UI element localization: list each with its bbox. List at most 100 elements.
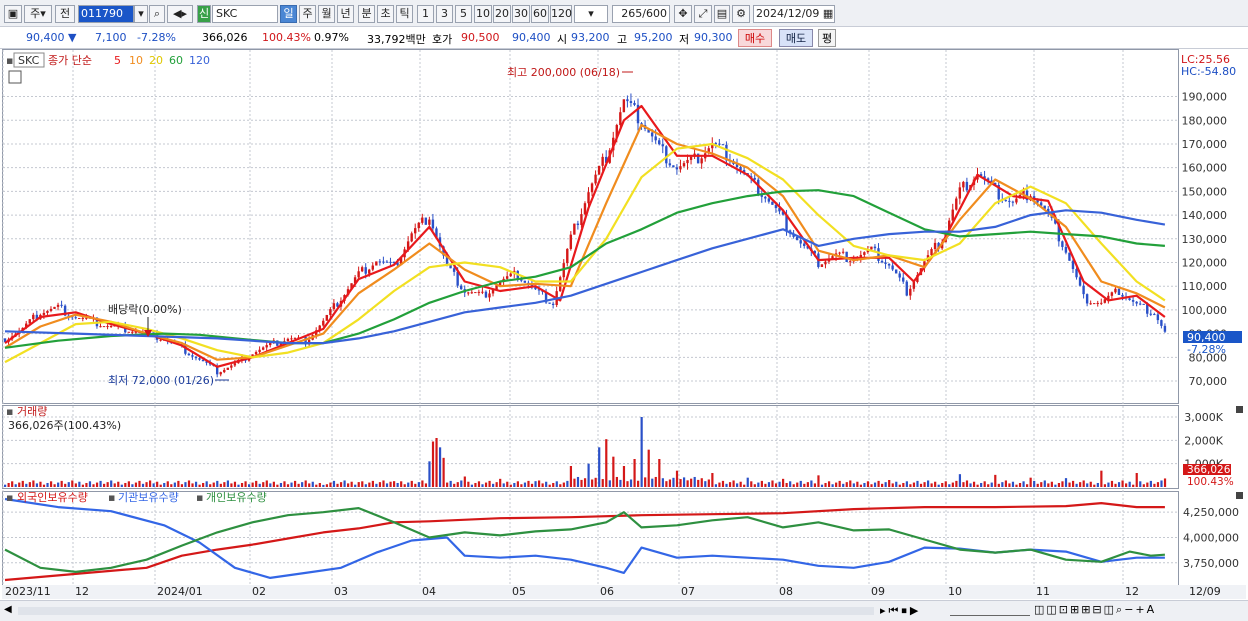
volume-bar [1054,484,1057,487]
interval-5[interactable]: 5 [455,5,472,23]
volume-bar [453,483,456,487]
interval-3[interactable]: 3 [436,5,453,23]
volume-bar [297,483,300,487]
x-tick-label: 04 [422,585,436,598]
candle-body [226,367,229,370]
volume-bar [1089,481,1092,487]
scroll-left-icon[interactable]: ◀ [4,604,12,615]
prev-button[interactable]: 전 [55,5,75,23]
candle-body [831,256,834,259]
volume-bar [230,483,233,487]
code-dropdown-icon[interactable]: ▾ [134,5,148,23]
period-second[interactable]: 초 [377,5,394,23]
layout-icon[interactable]: ▣ [4,5,22,23]
candle-body [1085,294,1089,304]
candle-body [580,214,583,225]
period-month[interactable]: 월 [318,5,335,23]
sell-button[interactable]: 매도 [779,29,813,47]
volume-bar [523,482,527,487]
price-tick-label: 190,000 [1182,91,1228,104]
interval-30[interactable]: 30 [512,5,530,23]
view-mode-icons[interactable]: ◫◫⊡⊞⊞⊟◫⌕−+A [1034,603,1157,616]
period-minute[interactable]: 분 [358,5,375,23]
candle-body [1149,313,1152,315]
volume-bar [608,480,611,487]
candle-body [757,179,760,196]
candle-body [194,356,198,359]
volume-bar [1100,470,1103,487]
market-select[interactable]: 주▾ [24,5,52,23]
volume-bar [739,481,742,487]
volume-bar [888,480,891,487]
legend-ma60: 60 [169,54,183,67]
date-input[interactable]: 2024/12/09 ▦ [753,5,835,23]
dividend-annotation: 배당락(0.00%) [108,303,182,316]
gear-icon[interactable]: ⚙ [732,5,750,23]
candle-body [28,319,31,324]
volume-bar [64,483,67,487]
candle-body [219,372,222,375]
candle-body [711,143,714,149]
volume-bar [71,480,74,487]
volume-bar [951,482,954,487]
candle-body [477,291,481,293]
candle-body [845,251,848,263]
volume-bar [598,447,601,487]
table-icon[interactable] [8,70,22,84]
price-tick-label: 160,000 [1182,162,1228,175]
volume-bar [944,481,947,487]
volume-bar [248,484,251,487]
volume-bar [1114,483,1117,487]
zoom-slider[interactable] [950,607,1030,616]
period-year[interactable]: 년 [337,5,354,23]
candle-body [735,164,739,168]
volume-bar [1103,484,1107,487]
stock-chart[interactable]: 70,00080,00090,000100,000110,000120,0001… [0,49,1248,600]
volume-bar [212,482,215,487]
interval-1[interactable]: 1 [417,5,434,23]
zoom-icon[interactable]: ✥ [674,5,692,23]
volume-bar [721,480,725,487]
volume-tag-pct: 100.43% [1187,476,1234,488]
stock-code-input[interactable]: 011790 [78,5,134,23]
volume-bar [569,466,573,487]
volume-bar [194,481,198,487]
save-icon[interactable]: ▤ [714,5,730,23]
candle-body [56,304,60,307]
volume-bar [948,484,951,487]
count-input[interactable]: 265/600 [612,5,670,23]
interval-20[interactable]: 20 [493,5,511,23]
search-icon[interactable]: ⌕ [149,5,165,23]
volume-bar [1107,482,1110,487]
period-week[interactable]: 주 [299,5,316,23]
volume-ratio: 100.43% [262,31,311,44]
volume-bar [718,482,721,487]
speaker-icon[interactable]: ◀▸ [167,5,193,23]
interval-60[interactable]: 60 [531,5,549,23]
volume-bar [817,475,820,487]
interval-10[interactable]: 10 [474,5,492,23]
volume-bar [223,482,226,487]
price-change-pct: -7.28% [137,31,176,44]
stock-name[interactable]: SKC [212,5,278,23]
candle-body [25,323,28,328]
period-day[interactable]: 일 [280,5,297,23]
period-tick[interactable]: 틱 [396,5,413,23]
volume-bar [159,484,162,487]
interval-custom-input[interactable]: ▾ [574,5,608,23]
crosshair-icon[interactable]: ⤢ [694,5,712,23]
playback-controls-icon[interactable]: ▸⏮⏹▶ [880,604,922,617]
volume-bar [484,482,488,487]
candle-body [63,305,67,316]
legend-ma10: 10 [129,54,143,67]
interval-120[interactable]: 120 [550,5,572,23]
volume-bar [435,438,438,487]
scroll-track[interactable] [18,607,874,615]
buy-button[interactable]: 매수 [738,29,772,47]
price-tick-label: 70,000 [1189,375,1228,388]
candle-body [215,365,219,375]
average-button[interactable]: 평 [818,29,836,47]
candle-body [1057,223,1061,242]
volume-bar [912,482,916,487]
candle-body [686,159,689,164]
